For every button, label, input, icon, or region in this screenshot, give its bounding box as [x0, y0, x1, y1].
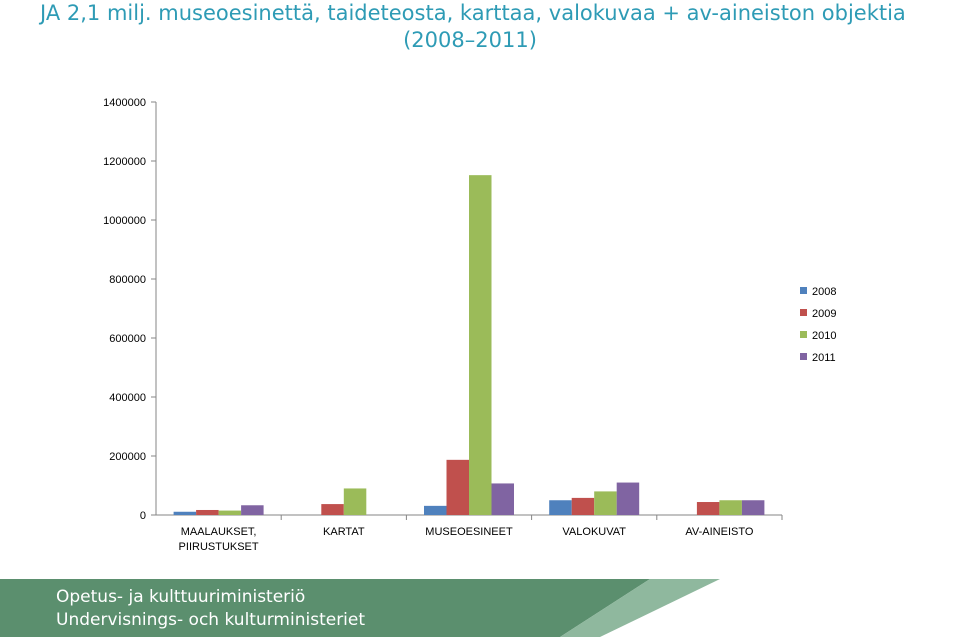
x-tick-label: MUSEOESINEET	[425, 526, 513, 538]
bar-2008	[424, 505, 447, 515]
bar-2009	[196, 509, 219, 515]
footer-band: Opetus- ja kulttuuriministeriö Undervisn…	[0, 579, 960, 637]
legend-label: 2011	[812, 352, 836, 364]
org-name-swedish: Undervisnings- och kulturministeriet	[56, 610, 366, 630]
bar-2009	[446, 459, 469, 515]
legend-swatch-2008	[800, 287, 807, 294]
bar-2009	[321, 504, 344, 515]
footer-accent-shape	[560, 579, 720, 637]
bar-2008	[549, 500, 572, 515]
legend-label: 2008	[812, 286, 836, 298]
bar-2011	[741, 500, 765, 515]
y-tick-label: 1000000	[103, 215, 146, 227]
footer-graphic	[0, 579, 720, 637]
x-tick-label: PIIRUSTUKSET	[179, 541, 259, 553]
legend-swatch-2009	[800, 309, 807, 316]
bar-2010	[469, 175, 492, 515]
x-tick-label: VALOKUVAT	[562, 526, 626, 538]
x-tick-label: MAALAUKSET,	[181, 526, 257, 538]
slide-title-line2: (2008–2011)	[403, 28, 537, 52]
legend-swatch-2011	[800, 353, 807, 360]
y-tick-label: 600000	[109, 333, 146, 345]
slide-title-line1: JA 2,1 milj. museoesinettä, taideteosta,…	[40, 1, 906, 25]
y-tick-label: 200000	[109, 451, 146, 463]
y-tick-label: 1200000	[103, 156, 146, 168]
y-tick-label: 1400000	[103, 97, 146, 109]
y-tick-label: 0	[140, 510, 146, 522]
org-name-finnish: Opetus- ja kulttuuriministeriö	[56, 587, 306, 607]
bar-2011	[491, 483, 514, 515]
legend-label: 2010	[812, 330, 836, 342]
bar-2010	[343, 488, 367, 515]
bar-2010	[594, 491, 617, 515]
bar-chart: 0 200000 400000 600000 800000 1000000 1200000 1…	[103, 97, 836, 553]
x-tick-label: AV-AINEISTO	[685, 526, 754, 538]
bar-2010	[719, 500, 742, 515]
bar-2011	[616, 482, 640, 515]
y-tick-label: 400000	[109, 392, 146, 404]
bar-2010	[218, 510, 242, 515]
x-tick-label: KARTAT	[323, 526, 365, 538]
bar-2009	[571, 497, 595, 515]
bar-2009	[696, 502, 720, 515]
footer-band-shape	[0, 579, 650, 637]
bar-2008	[173, 511, 197, 515]
slide-title: JA 2,1 milj. museoesinettä, taideteosta,…	[40, 0, 940, 54]
legend-label: 2009	[812, 308, 836, 320]
legend-swatch-2010	[800, 331, 807, 338]
bar-2011	[241, 505, 264, 515]
y-tick-label: 800000	[109, 274, 146, 286]
